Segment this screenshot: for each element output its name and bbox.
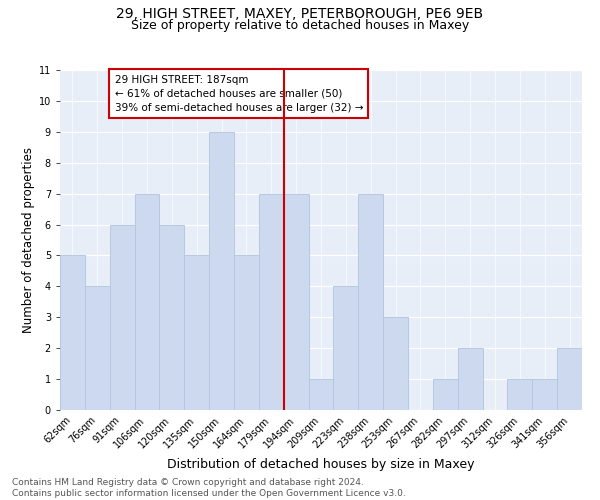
Bar [334,286,358,410]
Bar [383,318,408,410]
Bar [308,379,334,410]
Text: 29, HIGH STREET, MAXEY, PETERBOROUGH, PE6 9EB: 29, HIGH STREET, MAXEY, PETERBOROUGH, PE… [116,8,484,22]
Bar [508,379,532,410]
Bar [358,194,383,410]
Bar [60,256,85,410]
Bar [259,194,284,410]
Bar [284,194,308,410]
Bar [557,348,582,410]
Text: Contains HM Land Registry data © Crown copyright and database right 2024.
Contai: Contains HM Land Registry data © Crown c… [12,478,406,498]
Bar [209,132,234,410]
Bar [110,224,134,410]
Text: Size of property relative to detached houses in Maxey: Size of property relative to detached ho… [131,18,469,32]
Text: 29 HIGH STREET: 187sqm
← 61% of detached houses are smaller (50)
39% of semi-det: 29 HIGH STREET: 187sqm ← 61% of detached… [115,74,363,112]
Bar [160,224,184,410]
Bar [234,256,259,410]
Bar [85,286,110,410]
Bar [458,348,482,410]
Y-axis label: Number of detached properties: Number of detached properties [22,147,35,333]
Bar [134,194,160,410]
Bar [532,379,557,410]
X-axis label: Distribution of detached houses by size in Maxey: Distribution of detached houses by size … [167,458,475,471]
Bar [184,256,209,410]
Bar [433,379,458,410]
